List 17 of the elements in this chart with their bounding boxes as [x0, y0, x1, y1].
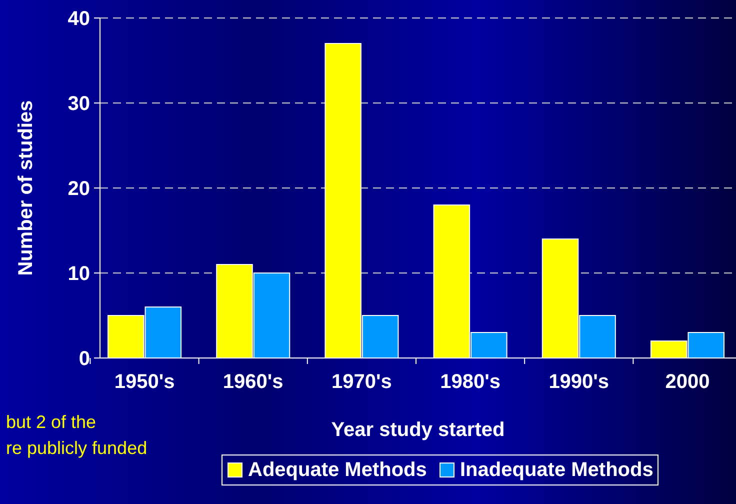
x-axis-title: Year study started	[331, 419, 505, 441]
x-tick-label: 1970's	[332, 371, 392, 393]
legend-label: Inadequate Methods	[460, 459, 654, 481]
y-tick-label: 0	[78, 348, 90, 370]
text: re publicly funded	[6, 438, 148, 458]
y-tick-label: 10	[68, 263, 90, 285]
y-tick-label: 40	[68, 8, 90, 30]
x-tick-label: 1960's	[222, 371, 284, 393]
y-tick-label: 20	[68, 178, 90, 200]
x-tick-label: 1990's	[548, 371, 610, 393]
legend-label: Adequate Methods	[248, 459, 427, 481]
x-tick-label: 1950's	[114, 371, 175, 393]
y-tick-label: 30	[68, 93, 90, 115]
x-tick-label: 1980's	[440, 371, 500, 393]
x-tick-label: 2000	[665, 371, 710, 393]
text: but 2 of the	[6, 412, 96, 432]
y-axis-title: Number of studies	[15, 100, 37, 276]
